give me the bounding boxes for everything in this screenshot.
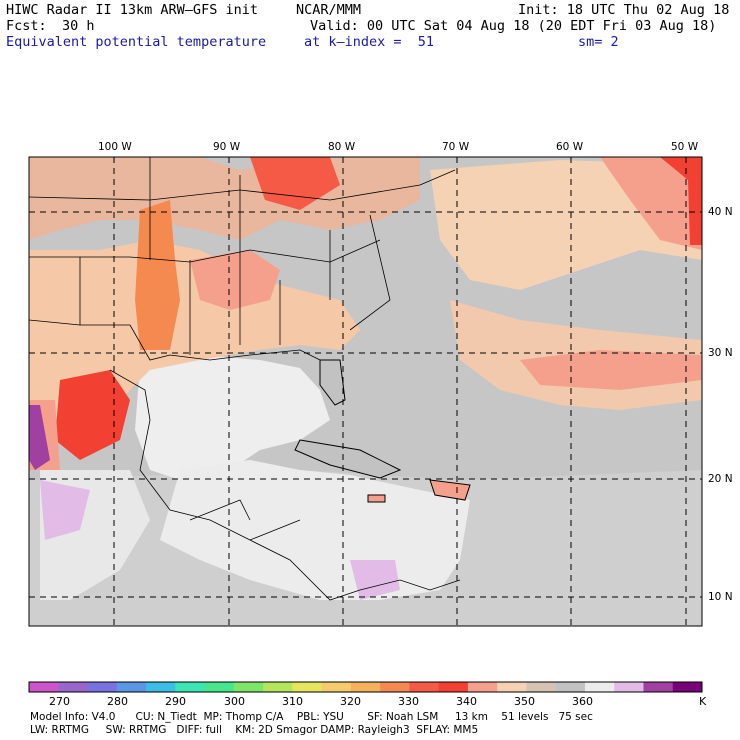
colorbar-swatch <box>146 682 176 692</box>
colorbar-swatch <box>58 682 89 692</box>
graticule <box>29 157 702 626</box>
colorbar-swatch <box>497 682 527 692</box>
colorbar-frame <box>28 681 703 693</box>
colorbar-label: 310 <box>282 695 303 708</box>
colorbar <box>28 681 703 693</box>
colorbar-swatch <box>29 682 59 692</box>
colorbar-swatch <box>555 682 586 692</box>
lon-label: 80 W <box>328 141 356 153</box>
colorbar-swatch <box>614 682 644 692</box>
colorbar-swatch <box>204 682 235 692</box>
colorbar-swatch <box>438 682 469 692</box>
colombia-lavender <box>350 560 400 600</box>
init-time: Init: 18 UTC Thu 02 Aug 18 <box>518 2 730 18</box>
midsouth-salmon <box>190 250 280 310</box>
model-info-line1: Model Info: V4.0 CU: N_Tiedt MP: Thomp C… <box>30 711 593 723</box>
colorbar-label: 350 <box>514 695 535 708</box>
gulf-warm-region <box>135 355 330 480</box>
lat-label: 40 N <box>708 206 733 218</box>
colorbar-label: 330 <box>398 695 419 708</box>
colorbar-swatch <box>87 682 118 692</box>
forecast-label: Fcst: <box>6 18 47 34</box>
great-lakes-red <box>250 157 340 210</box>
map-frame <box>28 156 703 627</box>
lat-label: 30 N <box>708 347 733 359</box>
cuba-outline <box>294 439 402 479</box>
colorbar-swatch <box>292 682 323 692</box>
lat-label: 10 N <box>708 591 733 603</box>
florida-outline <box>319 359 346 406</box>
colorbar-swatch <box>321 682 352 692</box>
colorbar-label: 280 <box>107 695 128 708</box>
pacific-lavender <box>40 480 90 540</box>
colorbar-swatch <box>263 682 293 692</box>
model-title: HIWC Radar II 13km ARW–GFS init <box>6 2 258 18</box>
lon-label: 50 W <box>671 141 699 153</box>
lon-label: 70 W <box>442 141 470 153</box>
atlantic-salmon-streak <box>520 350 702 390</box>
lon-label: 60 W <box>556 141 584 153</box>
colorbar-swatch <box>409 682 440 692</box>
colorbar-swatch <box>380 682 410 692</box>
colorbar-label: 340 <box>456 695 477 708</box>
plains-red-streak <box>135 200 180 350</box>
colorbar-swatch <box>672 682 703 692</box>
colorbar-swatch <box>526 682 557 692</box>
colorbar-swatch <box>467 682 498 692</box>
pacific-purple <box>29 405 50 470</box>
colorbar-unit: K <box>699 695 707 708</box>
colorbar-swatch <box>175 682 206 692</box>
lat-label: 20 N <box>708 473 733 485</box>
colorbar-label: 290 <box>165 695 186 708</box>
colorbar-swatch <box>643 682 674 692</box>
smoothing-label: sm= 2 <box>578 34 619 50</box>
model-info-line2: LW: RRTMG SW: RRTMG DIFF: full KM: 2D Sm… <box>30 724 479 736</box>
valid-time: Valid: 00 UTC Sat 04 Aug 18 (20 EDT Fri … <box>310 18 717 34</box>
texas-red <box>55 370 130 460</box>
jamaica-outline <box>367 494 386 503</box>
colorbar-swatch <box>350 682 381 692</box>
atlantic-red-north <box>660 157 702 245</box>
forecast-hour: 30 h <box>62 18 95 34</box>
political-boundaries <box>29 157 461 601</box>
atlantic-salmon-north <box>600 157 702 250</box>
colorbar-swatch <box>233 682 264 692</box>
colorbar-swatch <box>584 682 615 692</box>
colorbar-label: 270 <box>49 695 70 708</box>
lon-label: 90 W <box>213 141 241 153</box>
center-label: NCAR/MMM <box>296 2 362 18</box>
colorbar-label: 300 <box>224 695 245 708</box>
colorbar-swatch <box>116 682 147 692</box>
level-index: at k–index = 51 <box>304 34 435 50</box>
hispaniola-outline <box>429 479 471 501</box>
colorbar-label: 320 <box>340 695 361 708</box>
colorbar-label: 360 <box>572 695 593 708</box>
lon-label: 100 W <box>98 141 132 153</box>
field-name: Equivalent potential temperature <box>6 34 267 50</box>
